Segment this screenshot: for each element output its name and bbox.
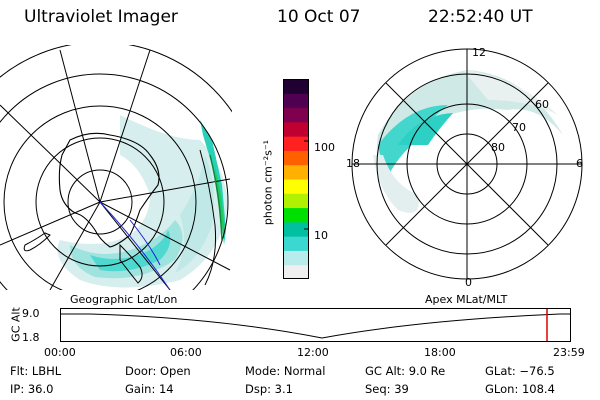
observation-date: 10 Oct 07	[277, 7, 361, 27]
timeline-y-tick-high: 9.0	[22, 307, 40, 320]
info-ip: IP: 36.0	[10, 382, 54, 396]
colorbar-band	[283, 79, 309, 94]
timeline-x-tick-2359: 23:59	[553, 346, 585, 359]
mlat-label-80: 80	[491, 141, 505, 154]
colorbar-band	[283, 193, 309, 209]
mlt-label-6: 6	[576, 157, 583, 170]
timeline-y-axis-label: GC Alt	[9, 307, 23, 342]
magnetic-dial	[351, 48, 583, 280]
colorbar-tick-100: 100	[314, 141, 335, 154]
info-door: Door: Open	[125, 364, 191, 378]
mlt-label-0: 0	[465, 276, 472, 289]
info-filter: Flt: LBHL	[10, 364, 62, 378]
colorbar-band	[283, 221, 309, 237]
instrument-title: Ultraviolet Imager	[24, 7, 178, 27]
timeline-x-tick-0600: 06:00	[170, 346, 202, 359]
info-dsp: Dsp: 3.1	[245, 382, 293, 396]
colorbar-band	[283, 107, 309, 123]
altitude-timeline	[60, 308, 571, 342]
timeline-x-tick-1200: 12:00	[297, 346, 329, 359]
colorbar-band	[283, 93, 309, 109]
colorbar-tick-10: 10	[314, 229, 328, 242]
intensity-colorbar	[283, 79, 309, 279]
timeline-y-tick-low: 1.8	[22, 331, 40, 344]
apex-label: Apex MLat/MLT	[425, 293, 508, 306]
colorbar-frame	[283, 79, 309, 279]
mlat-label-70: 70	[512, 121, 526, 134]
mlt-label-12: 12	[472, 46, 486, 59]
geographic-label: Geographic Lat/Lon	[70, 293, 178, 306]
geographic-map	[0, 45, 232, 290]
colorbar-band	[283, 136, 309, 151]
observation-time: 22:52:40 UT	[428, 7, 533, 27]
colorbar-band	[283, 150, 309, 166]
colorbar-band	[283, 164, 309, 180]
colorbar-band	[283, 207, 309, 223]
info-gain: Gain: 14	[125, 382, 174, 396]
info-gc-alt: GC Alt: 9.0 Re	[365, 364, 446, 378]
colorbar-band	[283, 250, 309, 266]
aurora-emission-left	[57, 115, 228, 288]
colorbar-band	[283, 121, 309, 137]
colorbar-band	[283, 236, 309, 251]
info-glon: GLon: 108.4	[485, 382, 555, 396]
colorbar-unit-label: photon cm⁻²s⁻¹	[261, 139, 275, 226]
info-seq: Seq: 39	[365, 382, 409, 396]
timeline-x-tick-1800: 18:00	[424, 346, 456, 359]
colorbar-band	[283, 179, 309, 194]
info-glat: GLat: −76.5	[485, 364, 555, 378]
mlat-label-60: 60	[535, 98, 549, 111]
mlt-label-18: 18	[346, 157, 360, 170]
info-mode: Mode: Normal	[245, 364, 326, 378]
timeline-x-tick-0000: 00:00	[44, 346, 76, 359]
colorbar-band	[283, 264, 309, 279]
